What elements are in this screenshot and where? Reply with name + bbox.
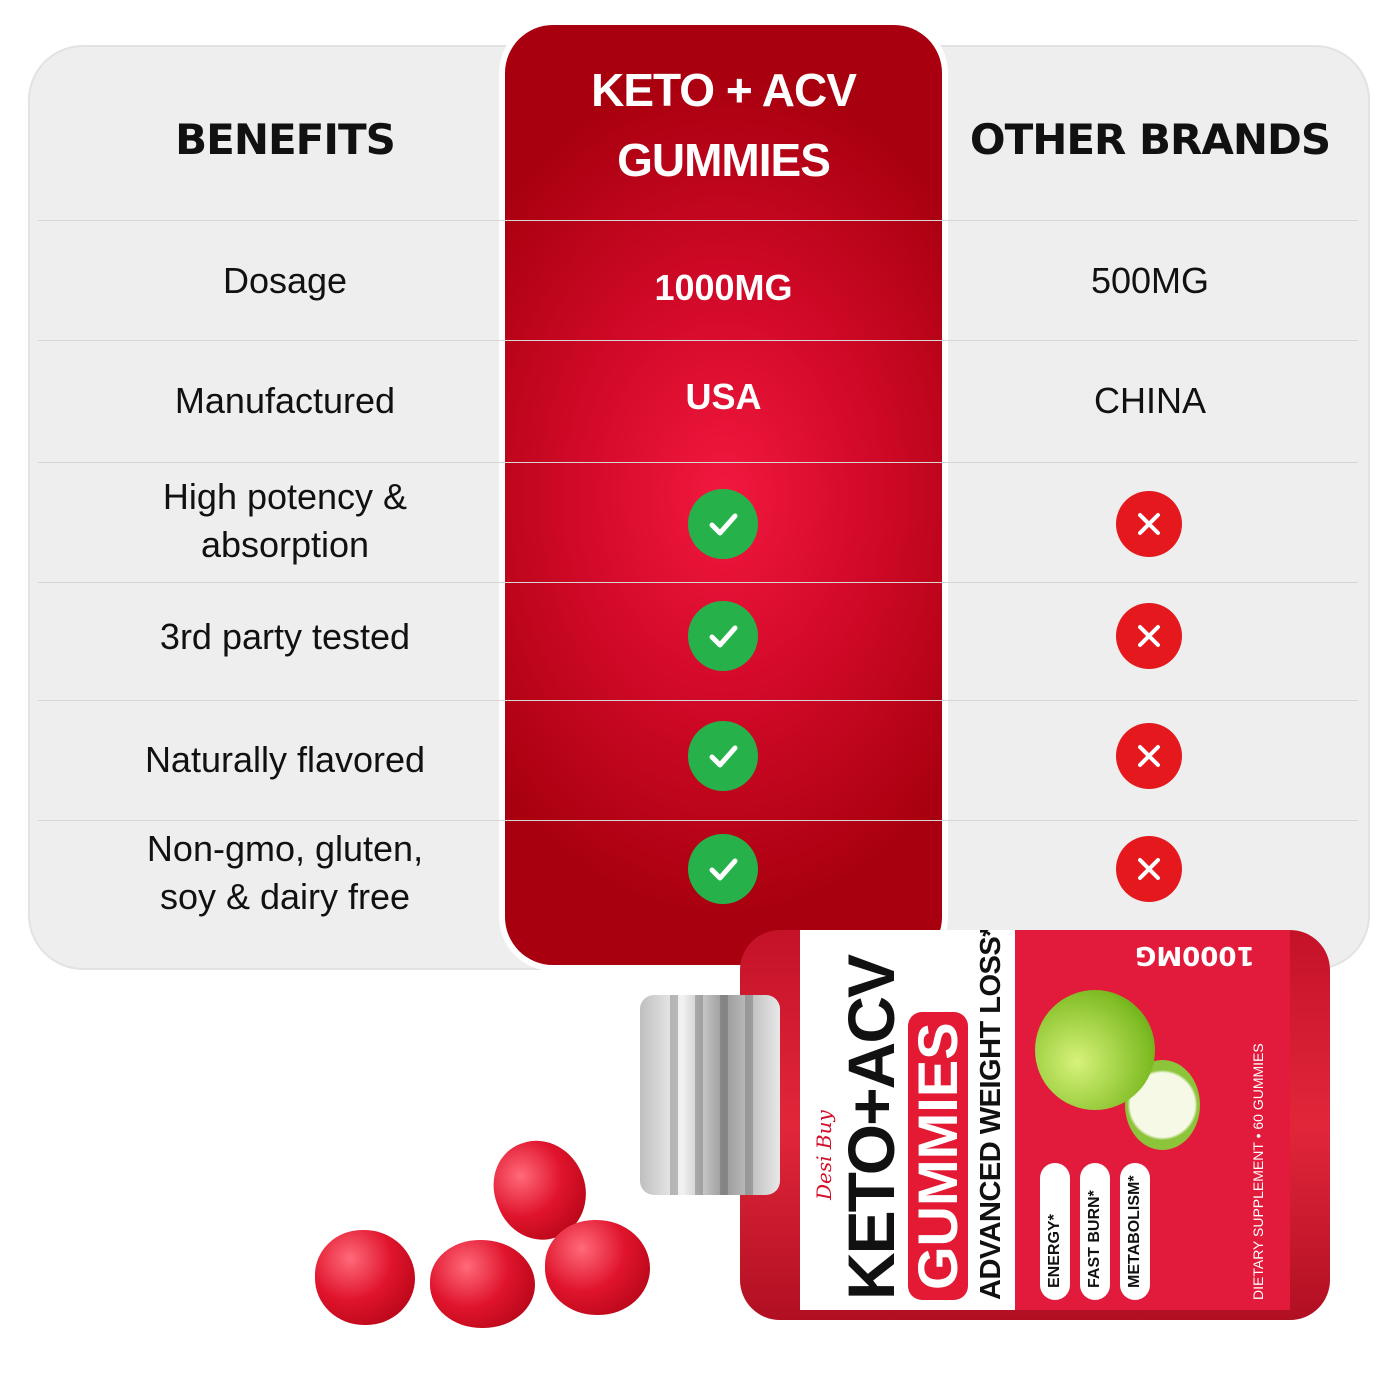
- header-other-brands: OTHER BRANDS: [969, 115, 1331, 164]
- gummy: [315, 1230, 415, 1325]
- cross-icon: [1116, 723, 1182, 789]
- benefit-flavored: Naturally flavored: [144, 739, 426, 780]
- bottle-dose: 1000MG: [1135, 940, 1255, 970]
- benefit-pill: METABOLISM*: [1120, 1163, 1150, 1300]
- header-product: KETO + ACV GUMMIES: [591, 64, 857, 186]
- benefit-manufactured: Manufactured: [174, 380, 396, 421]
- benefit-pill: FAST BURN*: [1080, 1163, 1110, 1300]
- cross-icon: [1116, 603, 1182, 669]
- cross-icon: [1116, 491, 1182, 557]
- check-icon: [688, 721, 758, 791]
- bottle-label: Desi Buy KETO+ACV GUMMIES ADVANCED WEIGH…: [800, 930, 1290, 1310]
- row-divider: [38, 582, 1358, 583]
- benefit-free-from: Non-gmo, gluten, soy & dairy free: [146, 828, 424, 917]
- bottle-footer: DIETARY SUPPLEMENT • 60 GUMMIES: [1250, 1043, 1266, 1300]
- other-dosage: 500MG: [1090, 260, 1210, 301]
- benefit-pill: ENERGY*: [1040, 1163, 1070, 1300]
- header-benefits: BENEFITS: [175, 115, 396, 164]
- benefit-dosage: Dosage: [222, 260, 348, 301]
- other-manufactured: CHINA: [1093, 380, 1206, 421]
- cross-icon: [1116, 836, 1182, 902]
- row-divider: [38, 820, 1358, 821]
- gummy: [545, 1220, 650, 1315]
- bottle-gummies: GUMMIES: [906, 1012, 969, 1300]
- row-divider: [38, 340, 1358, 341]
- bottle-neck: [640, 995, 780, 1195]
- row-divider: [38, 220, 1358, 221]
- bottle-tagline: ADVANCED WEIGHT LOSS*: [975, 930, 1007, 1300]
- product-manufactured: USA: [685, 376, 762, 417]
- check-icon: [688, 489, 758, 559]
- gummy: [430, 1240, 535, 1328]
- benefit-potency: High potency & absorption: [162, 476, 408, 565]
- apple-icon: [1035, 990, 1155, 1110]
- row-divider: [38, 462, 1358, 463]
- product-dosage: 1000MG: [654, 267, 793, 308]
- bottle-label-panel: ENERGY* FAST BURN* METABOLISM* 1000MG DI…: [1015, 930, 1290, 1310]
- benefit-tested: 3rd party tested: [159, 616, 411, 657]
- row-divider: [38, 700, 1358, 701]
- check-icon: [688, 834, 758, 904]
- bottle-product-name: KETO+ACV: [834, 955, 908, 1300]
- check-icon: [688, 601, 758, 671]
